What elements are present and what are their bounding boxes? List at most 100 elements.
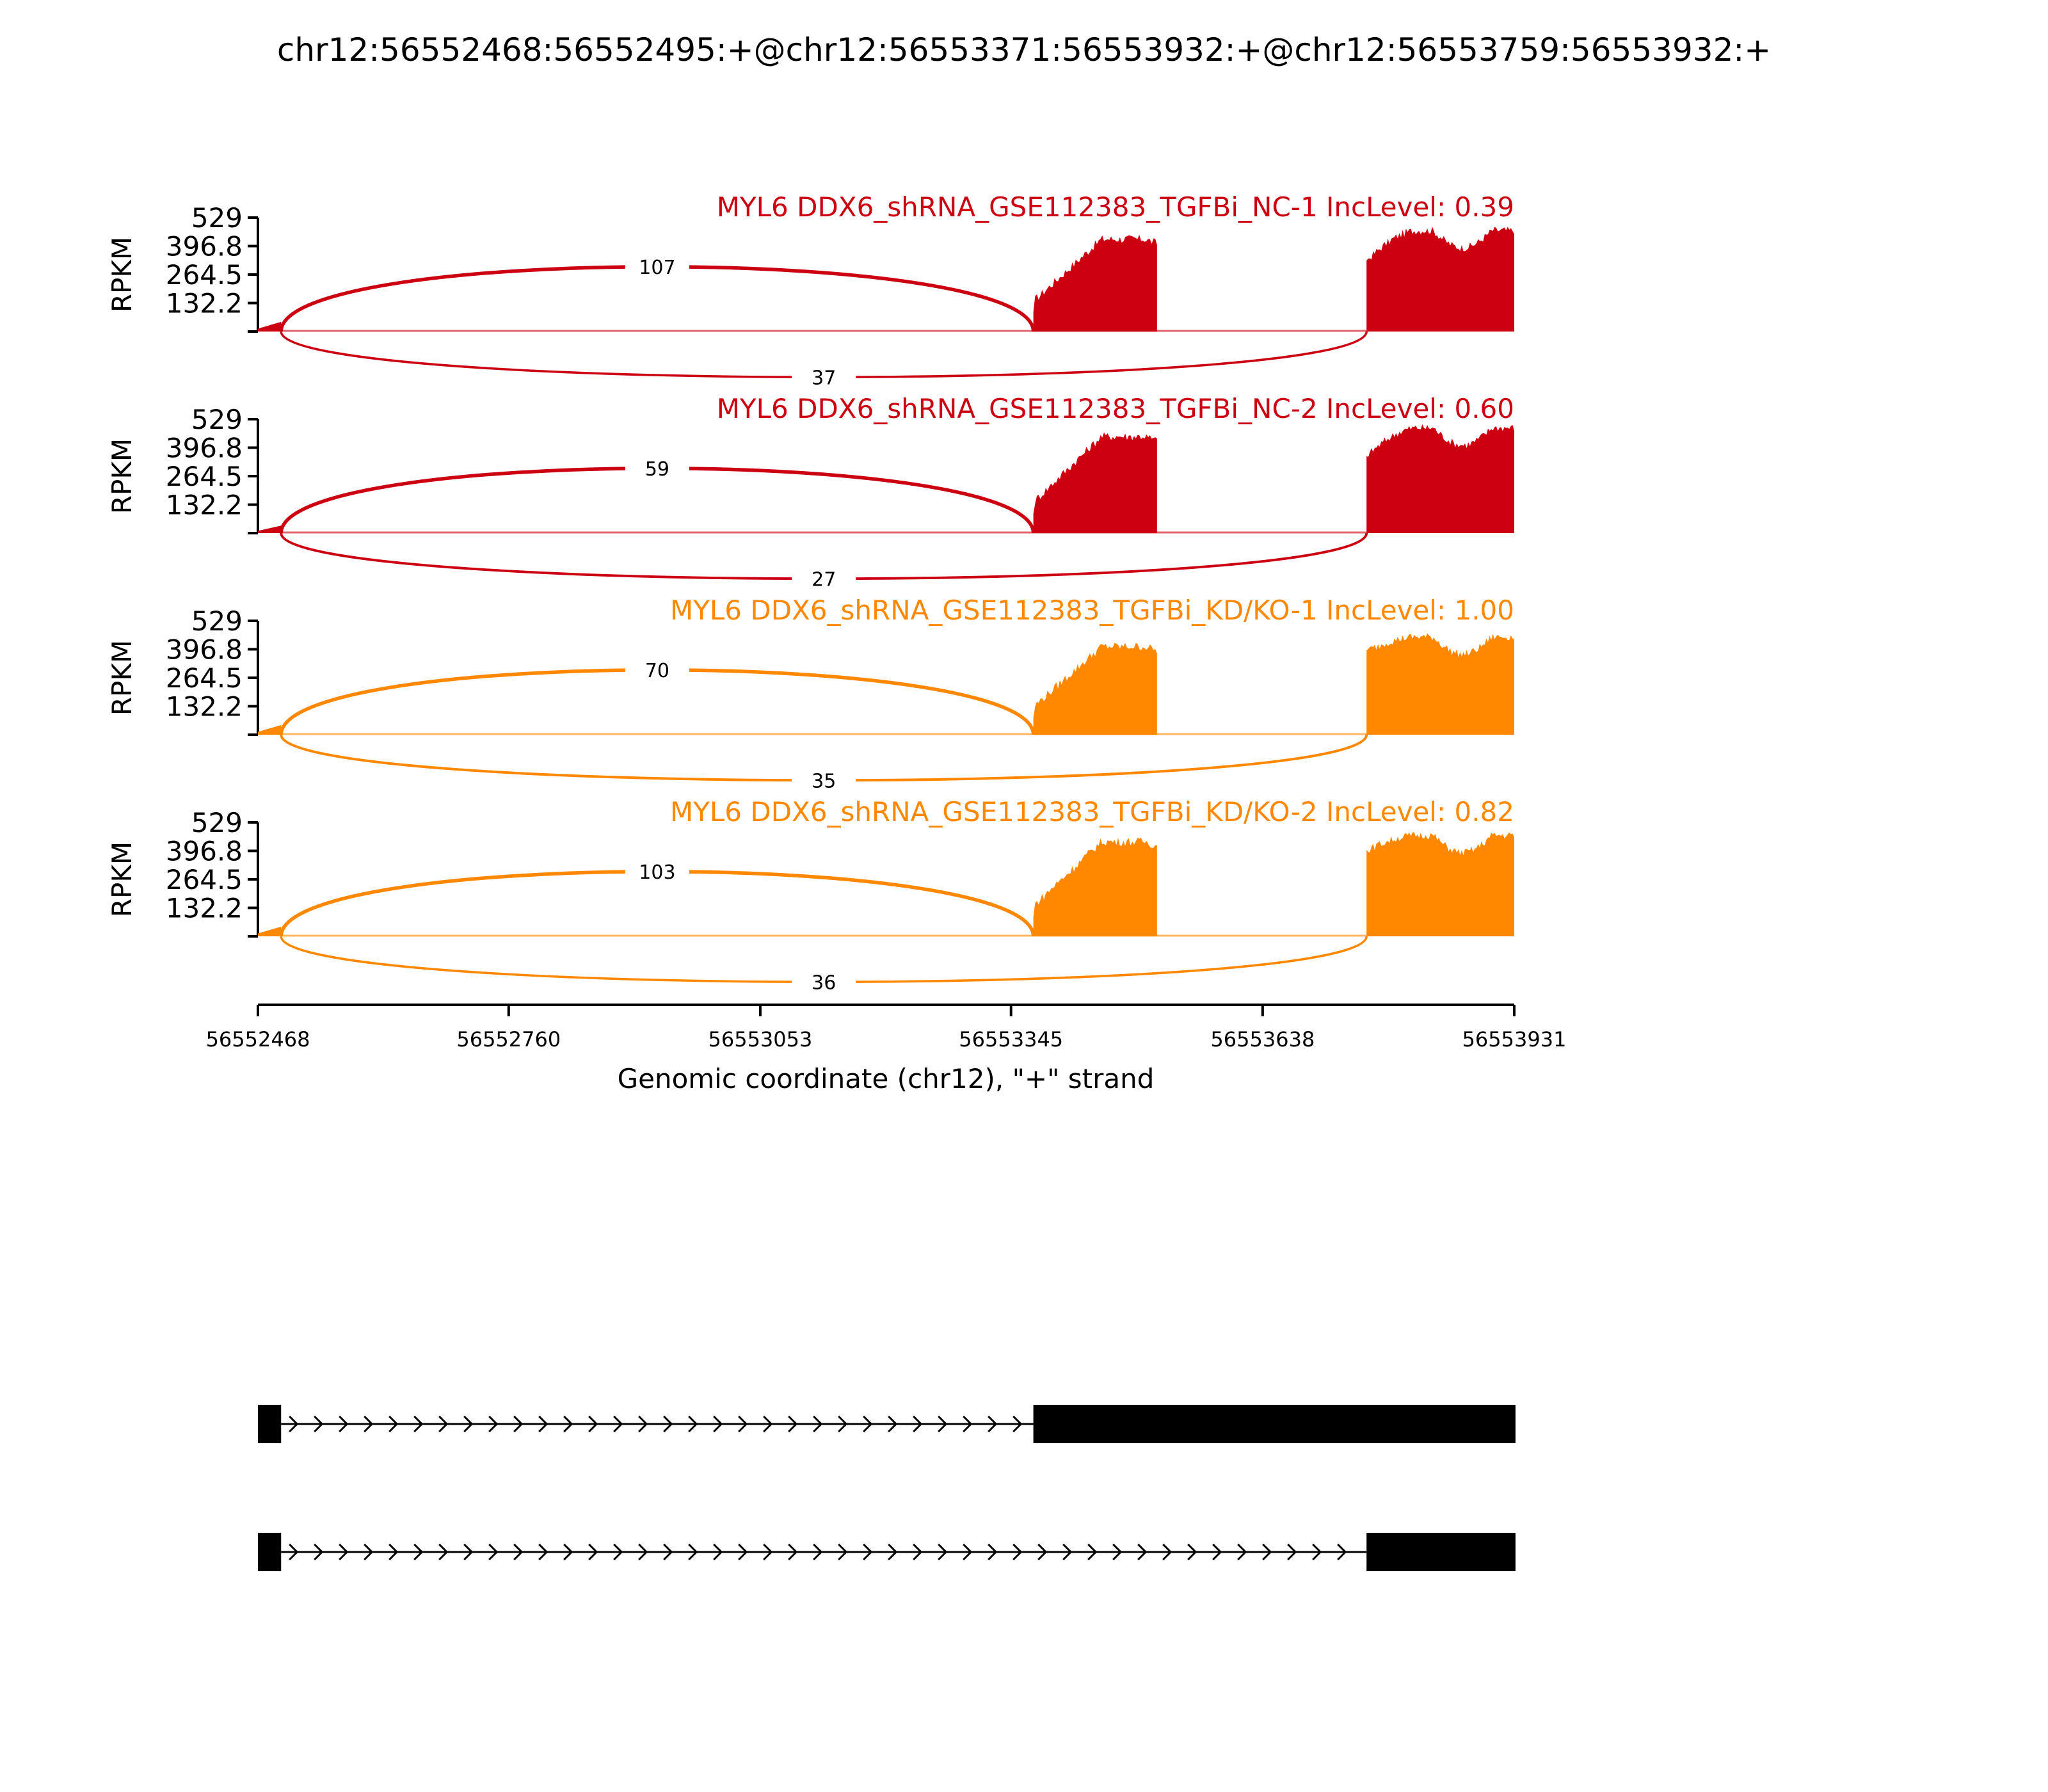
strand-arrow	[963, 1415, 973, 1433]
strand-arrow	[638, 1543, 648, 1561]
strand-arrow	[513, 1415, 524, 1433]
strand-arrow	[463, 1543, 474, 1561]
x-tick-label: 56553638	[1210, 1027, 1315, 1052]
y-tick-label: 396.8	[166, 835, 243, 867]
y-tick-label: 529	[191, 807, 243, 838]
exon-block	[1033, 1405, 1516, 1443]
strand-arrow	[413, 1543, 424, 1561]
strand-arrow	[1012, 1415, 1023, 1433]
strand-arrow	[463, 1415, 474, 1433]
strand-arrow	[938, 1415, 948, 1433]
exon-block	[258, 1405, 282, 1443]
strand-arrow	[738, 1543, 748, 1561]
strand-arrow	[813, 1415, 823, 1433]
coverage-exon-1	[258, 321, 282, 332]
strand-arrow	[1287, 1543, 1297, 1561]
strand-arrow	[913, 1543, 923, 1561]
track-title: MYL6 DDX6_shRNA_GSE112383_TGFBi_KD/KO-1 …	[670, 595, 1514, 626]
strand-arrow	[1087, 1543, 1098, 1561]
strand-arrow	[838, 1543, 848, 1561]
strand-arrow	[413, 1415, 424, 1433]
track-title: MYL6 DDX6_shRNA_GSE112383_TGFBi_NC-2 Inc…	[717, 393, 1514, 424]
junction-label-bg	[792, 566, 856, 592]
strand-arrow	[314, 1415, 324, 1433]
y-tick-label: 396.8	[166, 230, 243, 262]
junction-count: 27	[812, 568, 836, 591]
strand-arrow	[788, 1543, 798, 1561]
y-tick-label: 264.5	[166, 864, 243, 895]
strand-arrow	[388, 1543, 399, 1561]
junction-label-bg	[625, 455, 689, 481]
strand-arrow	[1137, 1543, 1148, 1561]
y-axis-label: RPKM	[106, 438, 138, 514]
y-axis-label: RPKM	[106, 640, 138, 716]
track-title: MYL6 DDX6_shRNA_GSE112383_TGFBi_NC-1 Inc…	[717, 191, 1514, 223]
strand-arrow	[863, 1543, 873, 1561]
junction-count: 107	[639, 257, 675, 279]
strand-arrow	[888, 1415, 898, 1433]
strand-arrow	[613, 1543, 623, 1561]
strand-arrow	[713, 1543, 723, 1561]
y-tick-label: 529	[191, 202, 243, 234]
x-axis-label: Genomic coordinate (chr12), "+" strand	[618, 1063, 1155, 1094]
coverage-exon-3	[1366, 424, 1514, 533]
strand-arrow	[488, 1415, 499, 1433]
coverage-exon-1	[258, 724, 282, 735]
strand-arrow	[813, 1543, 823, 1561]
strand-arrow	[738, 1415, 748, 1433]
junction-label-bg	[792, 969, 856, 995]
junction-label-bg	[792, 364, 856, 390]
plot-title: chr12:56552468:56552495:+@chr12:56553371…	[277, 31, 1771, 68]
strand-arrow	[588, 1543, 598, 1561]
y-tick-label: 396.8	[166, 432, 243, 463]
junction-count: 35	[812, 770, 836, 792]
strand-arrow	[339, 1415, 349, 1433]
strand-arrow	[563, 1543, 573, 1561]
coverage-exon-1	[258, 926, 282, 936]
strand-arrow	[438, 1543, 449, 1561]
transcript-2	[258, 1533, 1516, 1571]
strand-arrow	[388, 1415, 399, 1433]
strand-arrow	[364, 1415, 374, 1433]
strand-arrow	[563, 1415, 573, 1433]
y-tick-label: 396.8	[166, 634, 243, 665]
strand-arrow	[1337, 1543, 1347, 1561]
junction-label-bg	[625, 858, 689, 884]
strand-arrow	[1037, 1543, 1048, 1561]
strand-arrow	[438, 1415, 449, 1433]
coverage-exon-3	[1366, 832, 1514, 936]
strand-arrow	[788, 1415, 798, 1433]
strand-arrow	[538, 1415, 548, 1433]
strand-arrow	[1312, 1543, 1322, 1561]
junction-count: 37	[812, 367, 836, 389]
strand-arrow	[663, 1543, 673, 1561]
y-tick-label: 132.2	[166, 288, 243, 319]
junction-count: 59	[645, 458, 669, 481]
strand-arrow	[663, 1415, 673, 1433]
coverage-exon-2	[1033, 643, 1157, 735]
strand-arrow	[863, 1415, 873, 1433]
strand-arrow	[289, 1543, 299, 1561]
strand-arrow	[988, 1543, 998, 1561]
y-axis-label: RPKM	[106, 237, 138, 312]
x-tick-label: 56552468	[206, 1027, 310, 1052]
x-tick-label: 56553345	[959, 1027, 1063, 1052]
strand-arrow	[364, 1543, 374, 1561]
strand-arrow	[613, 1415, 623, 1433]
x-axis: 56552468 56552760 56553053 56553345 56553638…	[206, 1004, 1567, 1052]
x-tick-label: 56552760	[456, 1027, 561, 1052]
strand-arrow	[339, 1543, 349, 1561]
strand-arrow	[913, 1415, 923, 1433]
strand-arrow	[1237, 1543, 1247, 1561]
strand-arrow	[1012, 1543, 1023, 1561]
track-title: MYL6 DDX6_shRNA_GSE112383_TGFBi_KD/KO-2 …	[670, 796, 1514, 828]
x-tick-label: 56553931	[1462, 1027, 1567, 1052]
strand-arrow	[1062, 1543, 1073, 1561]
strand-arrow	[938, 1543, 948, 1561]
y-tick-label: 264.5	[166, 461, 243, 492]
strand-arrow	[1187, 1543, 1197, 1561]
